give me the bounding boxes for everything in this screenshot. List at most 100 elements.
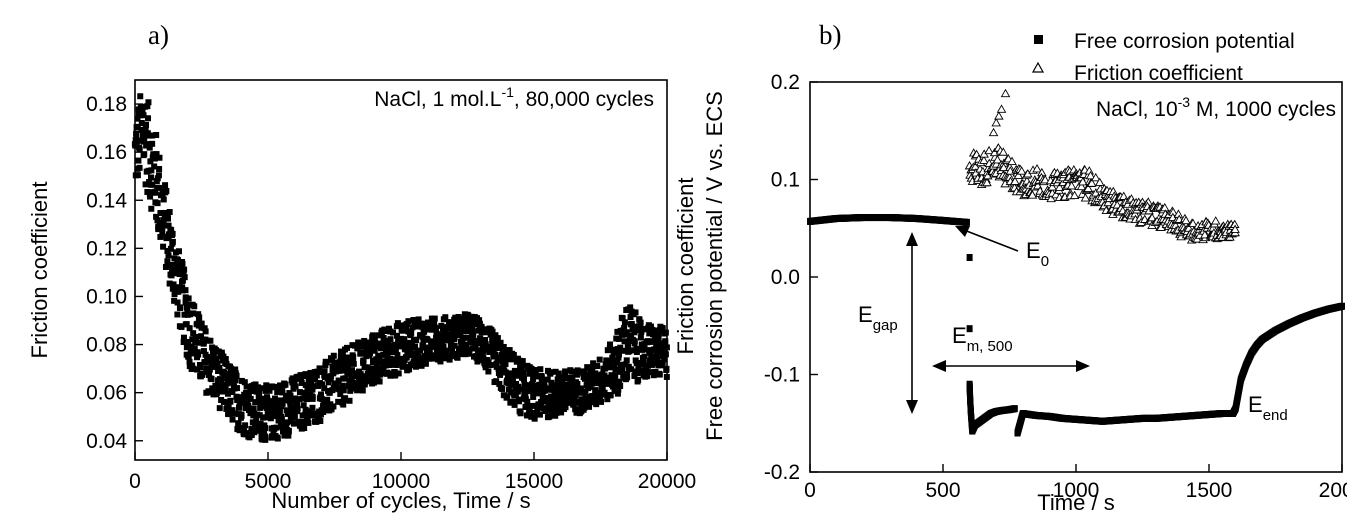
plot-a-point xyxy=(390,329,397,336)
plot-a-point xyxy=(190,365,197,372)
plot-a-point xyxy=(496,380,503,387)
plot-a-point xyxy=(336,386,343,393)
plot-a-point xyxy=(654,358,661,365)
plot-a-point xyxy=(260,400,267,407)
plot-a-point xyxy=(340,387,347,394)
plot-a-point xyxy=(482,364,489,371)
plot-a-point xyxy=(347,387,354,394)
plot-a-point xyxy=(144,115,151,122)
plot-a-point xyxy=(439,340,446,347)
plot-a-point xyxy=(192,339,199,346)
plot-a-point xyxy=(229,388,236,395)
plot-a-point xyxy=(284,410,291,417)
plot-a-point xyxy=(594,363,601,370)
plot-a-point xyxy=(462,351,469,358)
plot-a-point xyxy=(555,373,562,380)
plot-a-point xyxy=(487,362,494,369)
plot-a-point xyxy=(144,103,151,110)
plot-a-point xyxy=(646,330,653,337)
plot-a-point xyxy=(160,217,167,224)
plot-a-point xyxy=(250,388,257,395)
legend-label-corrosion: Free corrosion potential xyxy=(1074,30,1295,53)
plot-a-point xyxy=(575,399,582,406)
plot-a-point xyxy=(558,409,565,416)
plot-a-point xyxy=(376,359,383,366)
e-end-label-base: E xyxy=(1248,392,1263,417)
plot-a-point xyxy=(644,338,651,345)
plot-a-point xyxy=(294,401,301,408)
plot-a-point xyxy=(145,99,152,106)
plot-a-point xyxy=(592,370,599,377)
plot-a-point xyxy=(299,395,306,402)
plot-a-x-axis-label: Number of cycles, Time / s xyxy=(271,488,530,513)
plot-a-point xyxy=(623,357,630,364)
e0-label-base: E xyxy=(1026,238,1041,263)
plot-b-friction-point xyxy=(1016,166,1027,175)
plot-a-point xyxy=(227,397,234,404)
plot-a-point xyxy=(406,352,413,359)
plot-a-point xyxy=(530,376,537,383)
plot-a-point xyxy=(294,405,301,412)
plot-a-point xyxy=(524,385,531,392)
plot-a-annotation-rest: , 80,000 cycles xyxy=(514,88,654,111)
plot-a-point xyxy=(207,389,214,396)
plot-a-point xyxy=(206,365,213,372)
plot-a-point xyxy=(618,362,625,369)
plot-b-y-tick-label: -0.2 xyxy=(764,461,800,484)
plot-a-point xyxy=(394,352,401,359)
plot-b-friction-point xyxy=(992,155,1003,164)
plot-a-point xyxy=(612,372,619,379)
plot-a-point xyxy=(245,406,252,413)
plot-a-point xyxy=(223,371,230,378)
plot-a-point xyxy=(426,320,433,327)
plot-b-x-tick-label: 1000 xyxy=(1053,479,1100,502)
plot-a-point xyxy=(321,385,328,392)
plot-a-point xyxy=(296,389,303,396)
plot-a-point xyxy=(521,381,528,388)
plot-a-point xyxy=(453,327,460,334)
plot-a-point xyxy=(199,371,206,378)
plot-a-point xyxy=(615,335,622,342)
plot-a-point xyxy=(349,367,356,374)
plot-a-point xyxy=(287,400,294,407)
plot-a-x-tick-label: 15000 xyxy=(505,470,563,493)
plot-a-point xyxy=(134,123,141,130)
plot-a-point xyxy=(225,404,232,411)
plot-a-point xyxy=(437,358,444,365)
plot-a-point xyxy=(507,381,514,388)
plot-a-point xyxy=(222,386,229,393)
plot-a-point xyxy=(337,353,344,360)
legend-marker-filled-square xyxy=(1034,35,1043,44)
plot-a-point xyxy=(190,310,197,317)
plot-a-point xyxy=(562,381,569,388)
plot-b-friction-point xyxy=(1040,174,1050,184)
plot-a-point xyxy=(446,356,453,363)
plot-a-point xyxy=(266,406,273,413)
plot-a-point xyxy=(229,416,236,423)
plot-a-point xyxy=(181,266,188,273)
plot-a-point xyxy=(614,390,621,397)
plot-b-friction-point xyxy=(1083,183,1093,192)
plot-a-point xyxy=(482,337,489,344)
plot-b-friction-point xyxy=(1007,156,1017,166)
plot-a-point xyxy=(335,367,342,374)
plot-a-point xyxy=(516,398,523,405)
plot-a-point xyxy=(552,368,559,375)
plot-b-x-tick-label: 0 xyxy=(804,479,816,502)
plot-a-point xyxy=(180,334,187,341)
plot-a-point xyxy=(494,335,501,342)
plot-a-point xyxy=(245,402,252,409)
plot-a-point xyxy=(303,408,310,415)
plot-a-point xyxy=(198,324,205,331)
plot-a-point xyxy=(532,409,539,416)
plot-a-point xyxy=(459,337,466,344)
plot-a-point xyxy=(355,339,362,346)
plot-a-point xyxy=(302,371,309,378)
plot-a-point xyxy=(389,348,396,355)
plot-a-point xyxy=(571,389,578,396)
plot-a-point xyxy=(475,353,482,360)
plot-a-point xyxy=(133,130,140,137)
plot-a-point xyxy=(198,320,205,327)
plot-a-point xyxy=(553,406,560,413)
plot-a-point xyxy=(323,358,330,365)
